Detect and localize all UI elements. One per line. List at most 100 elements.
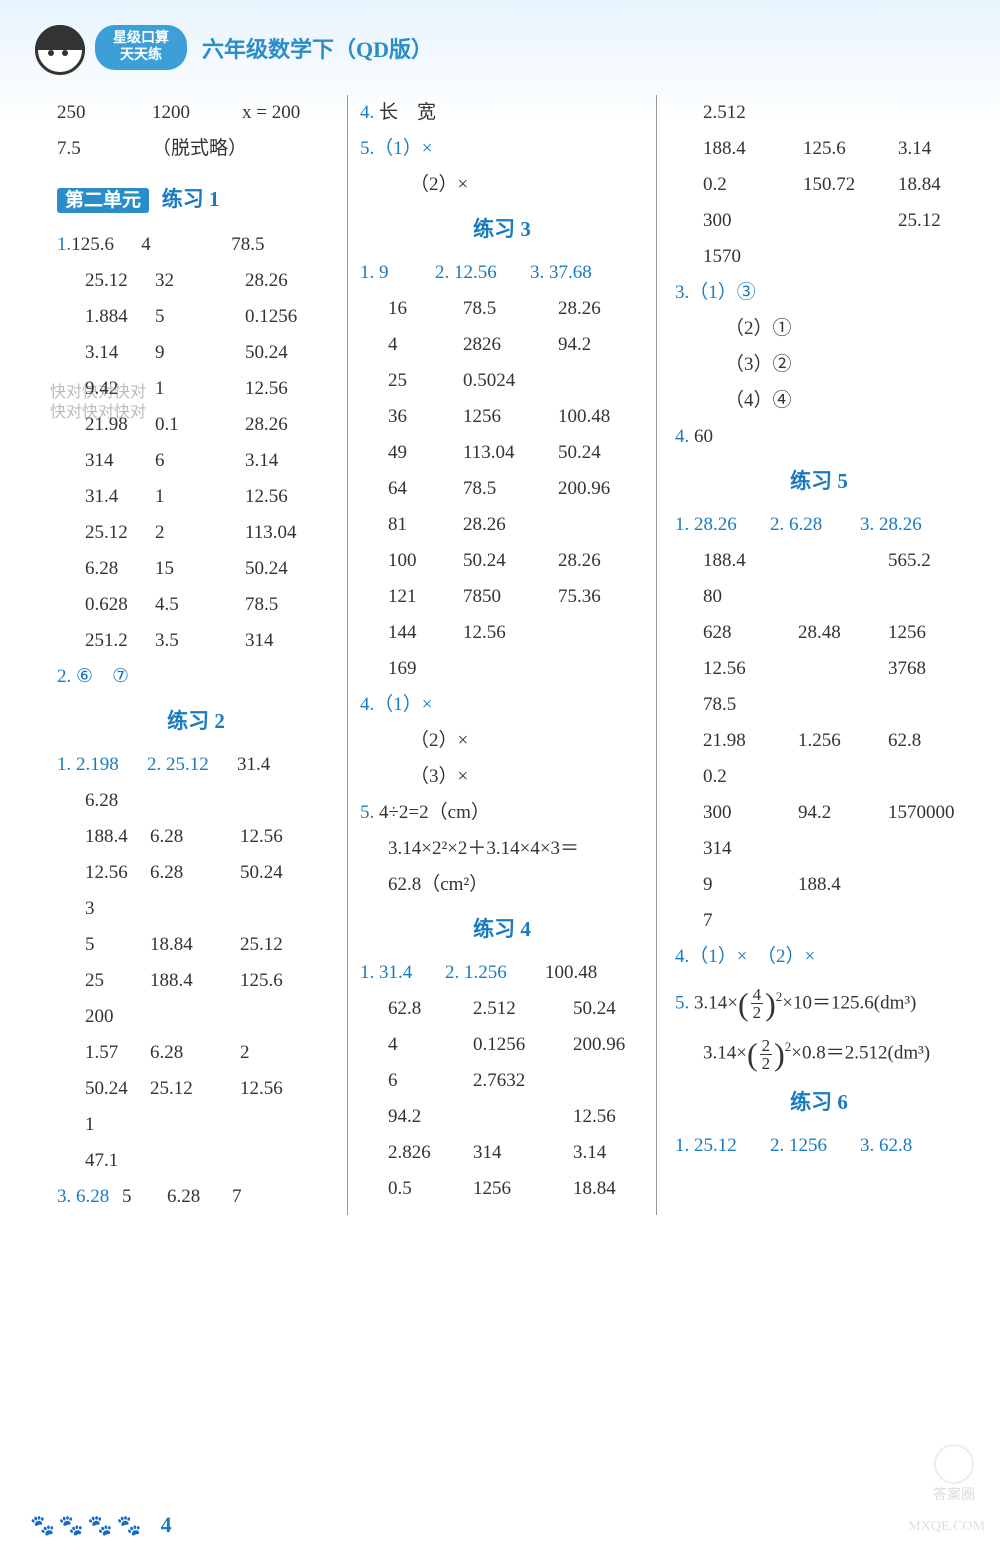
- answer-line: 62.8（cm²）: [360, 867, 644, 903]
- cell: 6.28: [167, 1179, 232, 1215]
- cell: 314: [473, 1135, 573, 1171]
- cell: 12.56: [703, 651, 798, 687]
- cell: 36: [388, 399, 463, 435]
- cell: 169: [388, 651, 417, 687]
- data-row: 8128.26: [360, 507, 644, 543]
- data-row: 31463.14: [57, 443, 335, 479]
- q-label: 4.: [360, 102, 374, 123]
- cell: 49: [388, 435, 463, 471]
- cell: 1256: [473, 1171, 573, 1207]
- cell: 1. 9: [360, 255, 435, 291]
- cell: 3768: [888, 651, 926, 687]
- cell: 3.14: [245, 443, 335, 479]
- cell: 0.1: [155, 407, 245, 443]
- column-1: 250 1200 x = 200 7.5 （脱式略） 第二单元 练习 1 1. …: [45, 95, 347, 1215]
- cell: 50.24: [85, 1071, 150, 1107]
- answer-line: 2. ⑥ ⑦: [57, 659, 335, 695]
- cell: 200.96: [573, 1027, 625, 1063]
- cell: 12.56: [85, 855, 150, 891]
- cell: 47.1: [85, 1143, 150, 1179]
- cell: 1. 2.198: [57, 747, 147, 783]
- cell: 150.72: [803, 167, 898, 203]
- q-label: 5.: [675, 992, 689, 1013]
- cell: 188.4: [798, 867, 841, 903]
- formula-text: 3.14×: [703, 1043, 747, 1064]
- data-row: 12.56 3768: [675, 651, 963, 687]
- data-row: 169: [360, 651, 644, 687]
- cell: 25.12: [85, 263, 155, 299]
- page-footer: 🐾🐾🐾🐾 4: [30, 1512, 172, 1538]
- cell: 314: [245, 623, 335, 659]
- data-row: 6.281550.24: [57, 551, 335, 587]
- data-row: 10050.2428.26: [360, 543, 644, 579]
- cell: 7850: [463, 579, 558, 615]
- cell: 1. 25.12: [675, 1128, 770, 1164]
- data-row: 21.981.25662.8: [675, 723, 963, 759]
- cell: 188.4: [150, 963, 240, 999]
- cell: 314: [85, 443, 155, 479]
- cell: 12.56: [463, 615, 558, 651]
- mascot-icon: [30, 20, 90, 75]
- data-row: 31.4112.56: [57, 479, 335, 515]
- corner-logo: 答案圈: [933, 1444, 975, 1505]
- q-label: 1. 2.198: [57, 747, 119, 783]
- cell: 15: [155, 551, 245, 587]
- badge-line2: 天天练: [113, 48, 169, 65]
- practice-heading: 练习 6: [675, 1084, 963, 1120]
- cell: 3. 28.26: [860, 507, 922, 543]
- cell: 188.4: [703, 131, 803, 167]
- cell: 7: [703, 903, 713, 939]
- cell: [473, 1099, 573, 1135]
- formula-text: 3.14×: [694, 992, 738, 1013]
- frac-den: 2: [751, 1004, 764, 1021]
- cell: 188.4: [703, 543, 798, 579]
- cell: 18.84: [150, 927, 240, 963]
- cell: 9: [155, 335, 245, 371]
- cell: 32: [155, 263, 245, 299]
- content-columns: 250 1200 x = 200 7.5 （脱式略） 第二单元 练习 1 1. …: [0, 80, 1000, 1225]
- data-row: 1570: [675, 239, 963, 275]
- data-row: 2.512: [675, 95, 963, 131]
- cell: 200.96: [558, 471, 610, 507]
- cell: 25.12: [85, 515, 155, 551]
- q-label: 5.: [360, 802, 374, 823]
- cell: 6.28: [150, 1035, 240, 1071]
- q-label: 3.（1）③: [675, 282, 756, 303]
- cell: 0.2: [703, 759, 727, 795]
- cell: 113.04: [245, 515, 335, 551]
- cell: 28.26: [245, 407, 335, 443]
- logo-text: 答案圈: [933, 1488, 975, 1505]
- cell: 144: [388, 615, 463, 651]
- column-2: 4. 长 宽 5.（1）× （2）× 练习 3 1. 92. 12.563. 3…: [347, 95, 657, 1215]
- data-row: 2.8263143.14: [360, 1135, 644, 1171]
- cell: 18.84: [573, 1171, 616, 1207]
- frac-num: 4: [751, 986, 764, 1004]
- cell: 1570: [703, 239, 803, 275]
- data-row: 7.5 （脱式略）: [57, 131, 335, 167]
- cell: 125.6: [240, 963, 330, 999]
- cell: 62.8: [888, 723, 921, 759]
- data-row: 80: [675, 579, 963, 615]
- data-row: 50.2425.1212.56: [57, 1071, 335, 1107]
- data-row: 0.2: [675, 759, 963, 795]
- data-row: 94.212.56: [360, 1099, 644, 1135]
- cell: 28.26: [558, 291, 601, 327]
- paren-icon: ): [774, 1036, 785, 1072]
- data-row: 188.4565.2: [675, 543, 963, 579]
- cell: 28.26: [463, 507, 558, 543]
- cell: 5: [122, 1179, 167, 1215]
- data-row: 6.28: [57, 783, 335, 819]
- cell: 2.7632: [473, 1063, 573, 1099]
- practice-heading: 练习 2: [57, 703, 335, 739]
- data-row: 518.8425.12: [57, 927, 335, 963]
- data-row: 1. 28.262. 6.283. 28.26: [675, 507, 963, 543]
- cell: 0.5024: [463, 363, 558, 399]
- cell: 3: [85, 891, 150, 927]
- data-row: 30025.12: [675, 203, 963, 239]
- cell: 25.12: [240, 927, 330, 963]
- data-row: 188.46.2812.56: [57, 819, 335, 855]
- cell: 94.2: [388, 1099, 473, 1135]
- cell: 2.512: [703, 95, 803, 131]
- cell: 1200: [152, 95, 242, 131]
- cell: 21.98: [85, 407, 155, 443]
